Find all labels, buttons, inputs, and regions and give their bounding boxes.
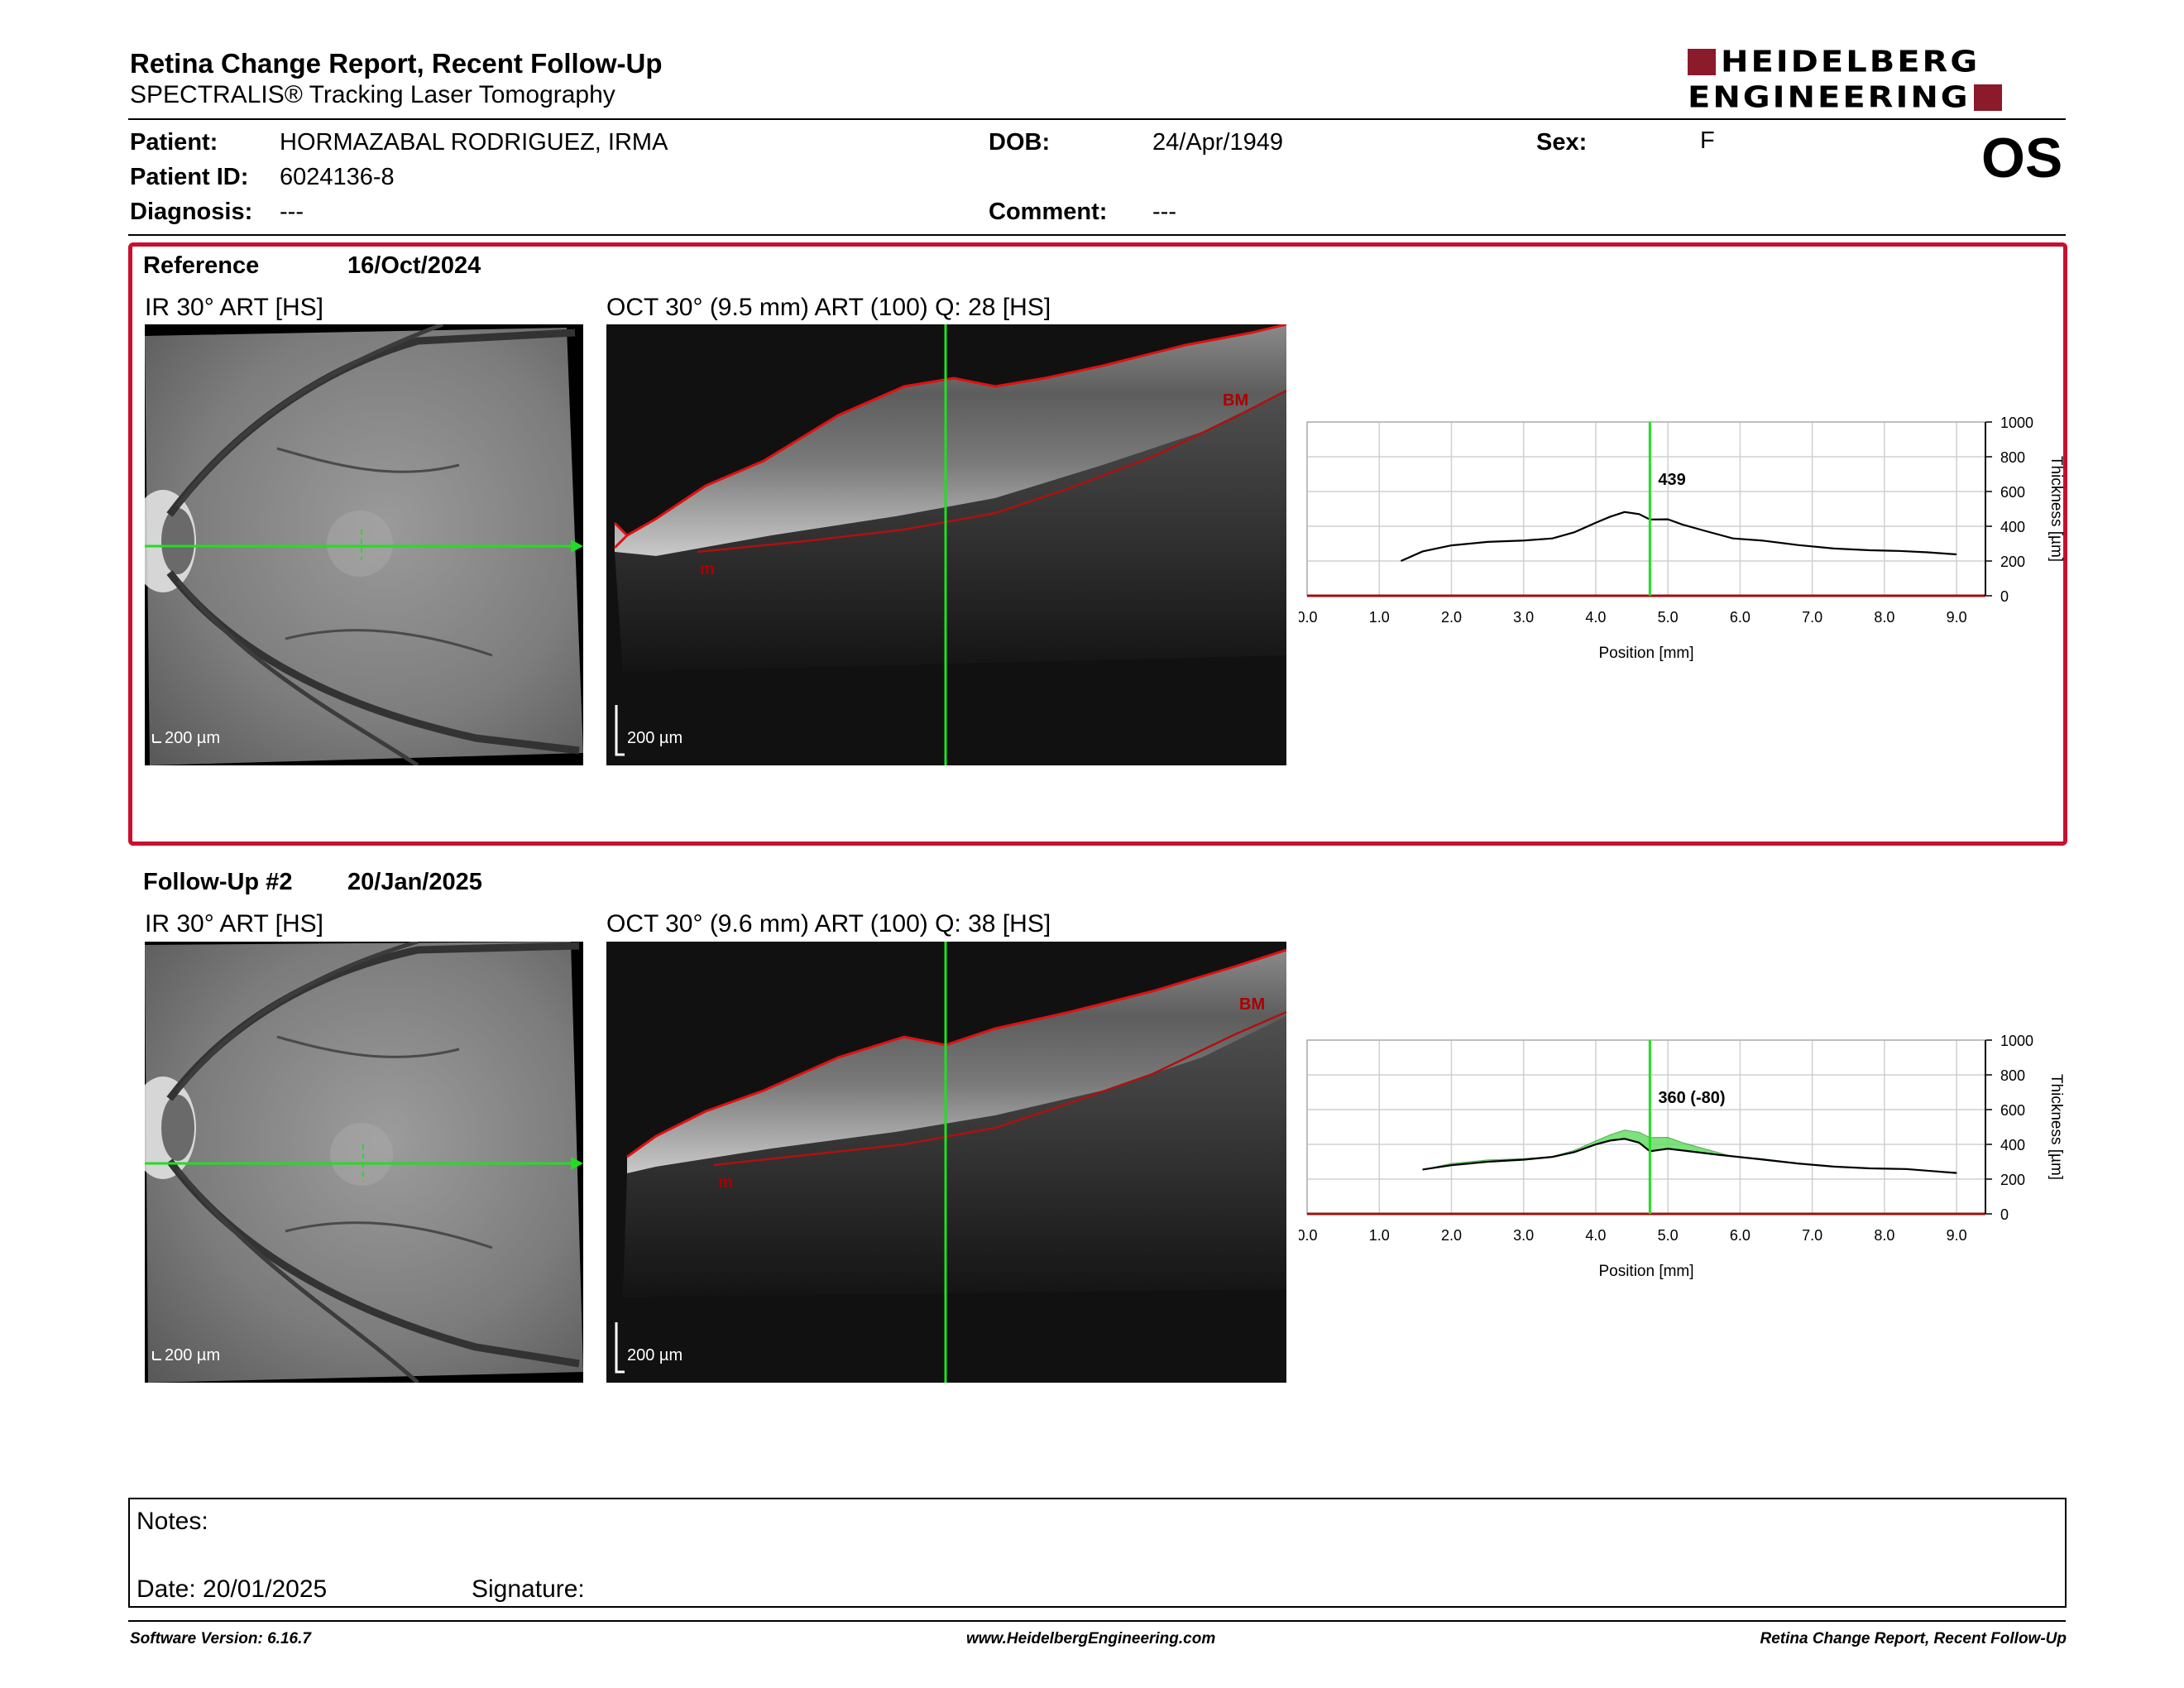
x-tick-label: 7.0 (1802, 1227, 1822, 1244)
sex-label: Sex: (1536, 129, 1588, 156)
followup-thickness-chart: 0 200 400 600 800 1000 0.0 1.0 2.0 3.0 4.0 5.0 6.0 7.… (1296, 1032, 2093, 1297)
y-tick-label: 0 (2000, 1206, 2009, 1223)
notes-label: Notes: (136, 1508, 208, 1535)
footer-divider (128, 1620, 2066, 1622)
logo-square-icon (1973, 84, 2002, 111)
cursor-value-label: 439 (1658, 471, 1685, 489)
logo-line1: HEIDELBERG (1721, 45, 1980, 79)
logo-square-icon (1688, 49, 1716, 75)
header-divider (128, 118, 2066, 120)
x-tick-label: 0.0 (1299, 609, 1318, 626)
plot-frame (1306, 1039, 1986, 1215)
followup-date: 20/Jan/2025 (347, 869, 482, 895)
patient-name: HORMAZABAL RODRIGUEZ, IRMA (280, 129, 668, 156)
patient-id: 6024136-8 (280, 164, 395, 190)
x-tick-label: 1.0 (1369, 1227, 1390, 1244)
x-tick-label: 8.0 (1874, 609, 1894, 626)
footer-report-name: Retina Change Report, Recent Follow-Up (1760, 1630, 2067, 1647)
y-tick-label: 200 (2000, 554, 2025, 570)
y-tick-label: 1000 (2000, 415, 2033, 431)
x-tick-label: 0.0 (1299, 1227, 1318, 1244)
x-tick-label: 6.0 (1730, 609, 1751, 626)
y-tick-label: 0 (2000, 588, 2009, 605)
reference-oct-caption: OCT 30° (9.5 mm) ART (100) Q: 28 [HS] (606, 294, 1051, 321)
reference-label: Reference (143, 252, 260, 279)
followup-m-label: m (718, 1173, 733, 1192)
x-tick-label: 5.0 (1658, 609, 1679, 626)
reference-bm-label: BM (1223, 391, 1248, 410)
dob-value: 24/Apr/1949 (1152, 129, 1284, 156)
x-tick-label: 2.0 (1441, 609, 1462, 626)
plot-frame (1306, 421, 1986, 597)
sex-value: F (1700, 127, 1715, 154)
x-tick-label: 3.0 (1513, 1227, 1534, 1244)
comment-label: Comment: (989, 199, 1108, 225)
cursor-value-label: 360 (-80) (1658, 1089, 1725, 1107)
x-tick-label: 1.0 (1369, 609, 1390, 626)
x-tick-label: 9.0 (1947, 609, 1967, 626)
x-tick-label: 3.0 (1513, 609, 1534, 626)
x-tick-label: 7.0 (1802, 609, 1822, 626)
x-tick-label: 6.0 (1730, 1227, 1751, 1244)
reference-oct-bscan-image: BM m 200 µm (606, 324, 1286, 765)
reference-thickness-chart: 0 200 400 600 800 1000 0.0 1.0 2.0 3.0 4.0 5.0 6.0 7.… (1296, 414, 2093, 679)
report-title: Retina Change Report, Recent Follow-Up (130, 48, 663, 79)
reference-m-label: m (700, 560, 715, 578)
x-tick-label: 9.0 (1947, 1227, 1967, 1244)
report-subtitle: SPECTRALIS® Tracking Laser Tomography (130, 81, 615, 108)
footer-website-link[interactable]: www.HeidelbergEngineering.com (966, 1630, 1216, 1647)
x-axis-label: Position [mm] (1598, 1263, 1693, 1280)
reference-oct-scale: 200 µm (627, 729, 682, 747)
y-axis-label: Thickness [µm] (2048, 456, 2065, 562)
patient-divider (128, 234, 2066, 236)
diagnosis-label: Diagnosis: (130, 199, 253, 225)
y-tick-label: 600 (2000, 484, 2025, 501)
notes-box[interactable] (128, 1498, 2067, 1608)
x-tick-label: 5.0 (1658, 1227, 1679, 1244)
comment-value: --- (1152, 199, 1176, 225)
logo-line2: ENGINEERING (1688, 80, 1971, 115)
y-tick-label: 400 (2000, 1137, 2025, 1153)
reference-date: 16/Oct/2024 (347, 252, 481, 279)
y-tick-label: 600 (2000, 1102, 2025, 1119)
x-tick-label: 4.0 (1585, 1227, 1606, 1244)
y-axis-label: Thickness [µm] (2048, 1074, 2065, 1180)
patient-id-label: Patient ID: (130, 164, 249, 190)
footer-software-version: Software Version: 6.16.7 (130, 1630, 311, 1647)
followup-oct-scale: 200 µm (627, 1346, 682, 1364)
followup-ir-scale: 200 µm (165, 1346, 220, 1364)
x-tick-label: 4.0 (1585, 609, 1606, 626)
heidelberg-logo: HEIDELBERG ENGINEERING (1688, 46, 2068, 115)
patient-name-label: Patient: (130, 129, 218, 156)
y-tick-label: 400 (2000, 519, 2025, 535)
x-tick-label: 8.0 (1874, 1227, 1894, 1244)
date-label: Date: 20/01/2025 (136, 1575, 328, 1603)
x-tick-label: 2.0 (1441, 1227, 1462, 1244)
reference-ir-caption: IR 30° ART [HS] (145, 294, 323, 321)
y-tick-label: 200 (2000, 1172, 2025, 1188)
followup-oct-bscan-image: BM m 200 µm (606, 942, 1286, 1383)
followup-ir-fundus-image: 200 µm (145, 942, 583, 1383)
eye-indicator: OS (1981, 127, 2063, 189)
x-axis-label: Position [mm] (1598, 645, 1693, 662)
signature-label: Signature: (472, 1575, 585, 1603)
followup-ir-caption: IR 30° ART [HS] (145, 910, 323, 938)
dob-label: DOB: (989, 129, 1051, 156)
reference-frame (128, 242, 2067, 846)
y-tick-label: 800 (2000, 449, 2025, 466)
y-tick-label: 800 (2000, 1067, 2025, 1084)
thickness-series-line (1400, 511, 1957, 563)
followup-label: Follow-Up #2 (143, 869, 293, 895)
followup-oct-caption: OCT 30° (9.6 mm) ART (100) Q: 38 [HS] (606, 910, 1051, 938)
followup-bm-label: BM (1239, 995, 1265, 1014)
y-tick-label: 1000 (2000, 1033, 2033, 1049)
reference-ir-fundus-image: 200 µm (145, 324, 583, 765)
diagnosis-value: --- (280, 199, 304, 225)
reference-ir-scale: 200 µm (165, 729, 220, 747)
